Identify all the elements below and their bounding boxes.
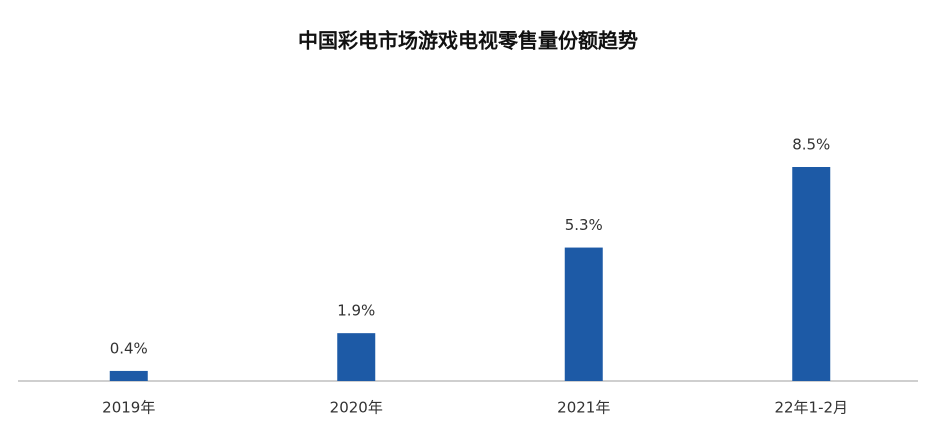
value-label: 0.4% [110,339,148,357]
value-label: 8.5% [792,136,830,154]
value-label: 5.3% [565,216,603,234]
bar [792,167,831,381]
bar [109,370,148,381]
x-tick-label: 2021年 [557,399,610,417]
x-tick-label: 2019年 [102,399,155,417]
x-tick-label: 2020年 [330,399,383,417]
x-tick-label: 22年1-2月 [774,399,848,417]
value-label: 1.9% [337,302,375,320]
chart-title: 中国彩电市场游戏电视零售量份额趋势 [298,29,638,53]
bar [337,333,376,381]
bar [564,247,603,381]
